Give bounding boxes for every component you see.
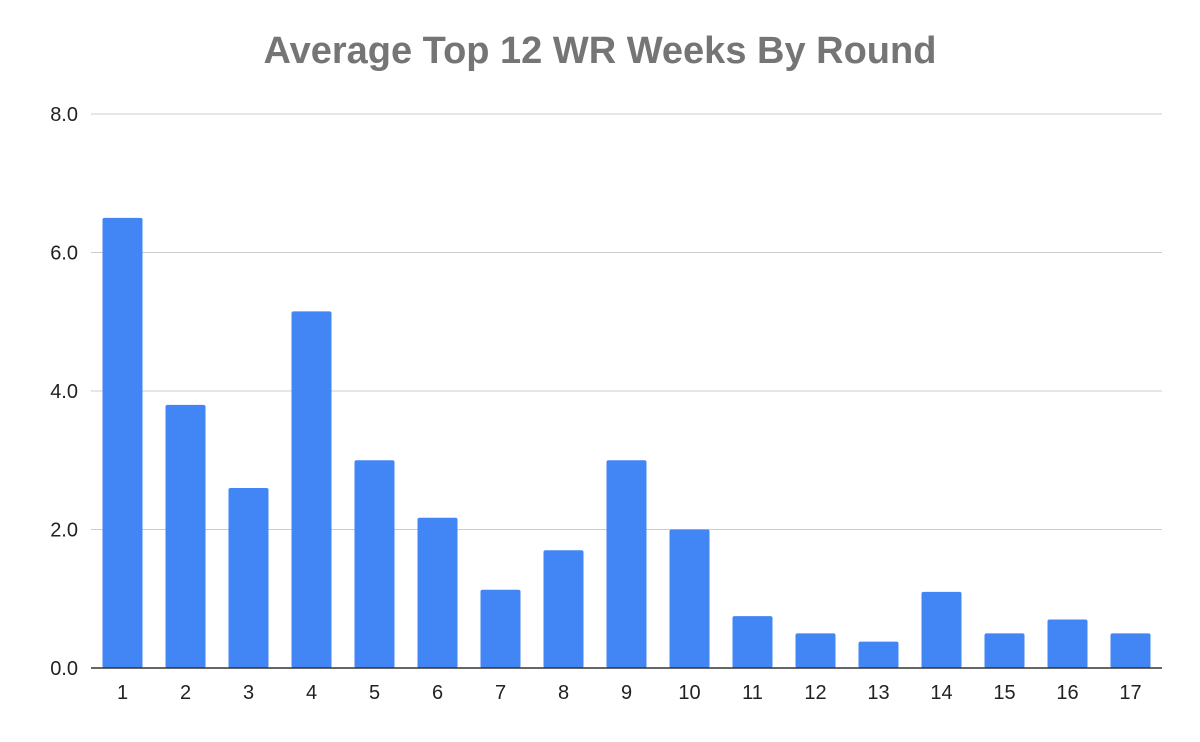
y-tick-label: 2.0 — [50, 520, 78, 542]
x-tick-label: 17 — [1119, 682, 1141, 704]
x-tick-label: 10 — [678, 682, 700, 704]
x-tick-label: 6 — [432, 682, 443, 704]
y-tick-label: 6.0 — [50, 243, 78, 265]
y-tick-label: 8.0 — [50, 104, 78, 126]
bars — [102, 217, 1151, 668]
bar-round-16 — [1047, 619, 1088, 668]
x-tick-label: 16 — [1056, 682, 1078, 704]
x-tick-label: 4 — [306, 682, 317, 704]
chart-title: Average Top 12 WR Weeks By Round — [263, 30, 937, 72]
x-tick-label: 13 — [867, 682, 889, 704]
x-tick-label: 14 — [930, 682, 952, 704]
bar-round-7 — [480, 589, 521, 668]
y-tick-label: 4.0 — [50, 381, 78, 403]
x-tick-label: 1 — [117, 682, 128, 704]
axes: 0.02.04.06.08.01 2 3 4 5 6 7 8 9 10 11 12 13 14 15 16 17 — [50, 104, 1162, 704]
gridlines — [91, 113, 1162, 530]
bar-round-8 — [543, 550, 584, 668]
bar-round-6 — [417, 517, 458, 668]
x-tick-label: 2 — [180, 682, 191, 704]
x-tick-label: 11 — [742, 682, 763, 704]
y-tick-label: 0.0 — [50, 658, 78, 680]
bar-round-11 — [732, 616, 773, 668]
x-tick-label: 3 — [243, 682, 254, 704]
bar-round-9 — [606, 460, 647, 668]
bar-round-3 — [228, 487, 269, 668]
bar-round-5 — [354, 460, 395, 668]
bar-round-4 — [291, 311, 332, 668]
bar-round-2 — [165, 404, 206, 668]
x-tick-label: 9 — [621, 682, 632, 704]
x-tick-label: 5 — [369, 682, 380, 704]
x-tick-label: 7 — [495, 682, 506, 704]
x-tick-label: 8 — [558, 682, 569, 704]
bar-round-14 — [921, 591, 962, 668]
bar-round-10 — [669, 529, 710, 668]
x-tick-label: 15 — [993, 682, 1015, 704]
bar-round-13 — [858, 641, 899, 668]
bar-round-12 — [795, 633, 836, 668]
bar-round-17 — [1110, 633, 1151, 668]
bar-round-1 — [102, 217, 143, 668]
x-tick-label: 12 — [804, 682, 826, 704]
bar-round-15 — [984, 633, 1025, 668]
